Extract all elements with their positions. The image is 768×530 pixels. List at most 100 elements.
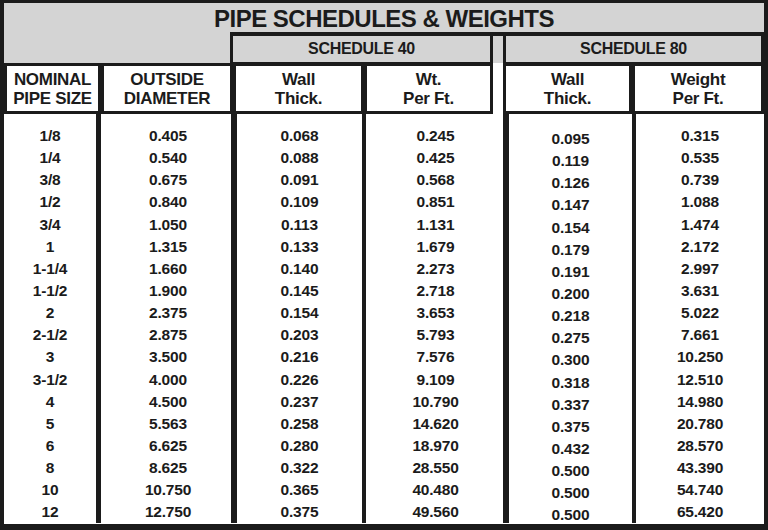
- table-cell: 0.095: [509, 128, 632, 150]
- data-column-sched40-wall-thick: 0.0680.0880.0910.1090.1130.1330.1400.145…: [237, 114, 362, 523]
- table-cell: 0.218: [509, 305, 632, 327]
- table-cell: 14.620: [368, 413, 503, 435]
- column-header-sched80-weight-per-ft: Weight Per Ft.: [632, 63, 764, 114]
- table-cell: 0.675: [105, 169, 231, 191]
- table-cell: 0.203: [237, 324, 362, 346]
- table-cell: 1-1/2: [4, 280, 96, 302]
- table-cell: 1.660: [105, 258, 231, 280]
- table-cell: 2-1/2: [4, 324, 96, 346]
- table-cell: 0.216: [237, 346, 362, 368]
- table-cell: 8: [4, 457, 96, 479]
- pipe-schedule-table: PIPE SCHEDULES & WEIGHTS SCHEDULE 40 SCH…: [0, 0, 768, 530]
- table-cell: 0.851: [368, 191, 503, 213]
- table-cell: 2.997: [636, 258, 764, 280]
- schedule-80-header: SCHEDULE 80: [503, 36, 764, 65]
- table-cell: 3-1/2: [4, 369, 96, 391]
- column-header-line: Wt.: [416, 70, 442, 89]
- table-cell: 8.625: [105, 457, 231, 479]
- table-cell: 1.900: [105, 280, 231, 302]
- table-cell: 9.109: [368, 369, 503, 391]
- table-cell: 4.000: [105, 369, 231, 391]
- data-column-outside-diameter: 0.4050.5400.6750.8401.0501.3151.6601.900…: [105, 114, 231, 523]
- table-cell: 2.172: [636, 236, 764, 258]
- table-cell: 0.322: [237, 457, 362, 479]
- table-cell: 0.154: [237, 302, 362, 324]
- column-header-nominal-pipe-size: NOMINAL PIPE SIZE: [4, 63, 101, 114]
- table-cell: 0.540: [105, 147, 231, 169]
- column-divider: [96, 111, 101, 523]
- table-cell: 0.405: [105, 125, 231, 147]
- table-cell: 3.653: [368, 302, 503, 324]
- column-header-outside-diameter: OUTSIDE DIAMETER: [101, 63, 233, 114]
- table-cell: 49.560: [368, 501, 503, 523]
- column-header-line: OUTSIDE: [130, 70, 203, 89]
- table-cell: 0.245: [368, 125, 503, 147]
- table-cell: 0.739: [636, 169, 764, 191]
- table-cell: 10: [4, 479, 96, 501]
- table-cell: 3/4: [4, 214, 96, 236]
- table-cell: 1.474: [636, 214, 764, 236]
- table-cell: 4: [4, 391, 96, 413]
- column-header-line: Wall: [551, 70, 584, 89]
- table-cell: 5.022: [636, 302, 764, 324]
- table-cell: 1-1/4: [4, 258, 96, 280]
- table-cell: 0.300: [509, 349, 632, 371]
- table-cell: 0.425: [368, 147, 503, 169]
- data-column-sched80-wall-thick: 0.0950.1190.1260.1470.1540.1790.1910.200…: [509, 114, 632, 523]
- table-cell: 0.318: [509, 372, 632, 394]
- table-cell: 12: [4, 501, 96, 523]
- table-cell: 0.133: [237, 236, 362, 258]
- table-cell: 18.970: [368, 435, 503, 457]
- table-cell: 0.191: [509, 261, 632, 283]
- table-cell: 1.050: [105, 214, 231, 236]
- table-cell: 6: [4, 435, 96, 457]
- table-cell: 0.068: [237, 125, 362, 147]
- table-cell: 28.550: [368, 457, 503, 479]
- table-cell: 14.980: [636, 391, 764, 413]
- table-cell: 3: [4, 346, 96, 368]
- table-cell: 0.337: [509, 394, 632, 416]
- table-cell: 6.625: [105, 435, 231, 457]
- table-cell: 0.568: [368, 169, 503, 191]
- table-cell: 3.500: [105, 346, 231, 368]
- table-cell: 1.088: [636, 191, 764, 213]
- table-cell: 10.750: [105, 479, 231, 501]
- column-header-sched80-wall-thick: Wall Thick.: [503, 63, 632, 114]
- table-cell: 0.145: [237, 280, 362, 302]
- column-header-line: Per Ft.: [673, 89, 724, 108]
- column-header-sched40-wall-thick: Wall Thick.: [233, 63, 364, 114]
- table-cell: 0.154: [509, 217, 632, 239]
- table-cell: 0.126: [509, 172, 632, 194]
- column-header-sched40-wt-per-ft: Wt. Per Ft.: [364, 63, 493, 114]
- table-cell: 7.661: [636, 324, 764, 346]
- data-column-sched40-wt-per-ft: 0.2450.4250.5680.8511.1311.6792.2732.718…: [368, 114, 503, 523]
- table-cell: 5.793: [368, 324, 503, 346]
- table-cell: 3/8: [4, 169, 96, 191]
- table-cell: 0.109: [237, 191, 362, 213]
- table-cell: 0.275: [509, 327, 632, 349]
- table-cell: 5: [4, 413, 96, 435]
- data-column-sched80-weight-per-ft: 0.3150.5350.7391.0881.4742.1722.9973.631…: [636, 114, 764, 523]
- table-cell: 2.875: [105, 324, 231, 346]
- table-cell: 1.315: [105, 236, 231, 258]
- table-cell: 0.535: [636, 147, 764, 169]
- table-cell: 1: [4, 236, 96, 258]
- schedule-40-header: SCHEDULE 40: [230, 36, 493, 65]
- table-cell: 20.780: [636, 413, 764, 435]
- table-cell: 4.500: [105, 391, 231, 413]
- table-cell: 0.091: [237, 169, 362, 191]
- table-cell: 43.390: [636, 457, 764, 479]
- column-header-line: Per Ft.: [403, 89, 454, 108]
- table-cell: 0.147: [509, 194, 632, 216]
- column-header-line: Weight: [671, 70, 726, 89]
- table-cell: 5.563: [105, 413, 231, 435]
- table-cell: 0.200: [509, 283, 632, 305]
- column-header-line: Thick.: [275, 89, 322, 108]
- table-cell: 28.570: [636, 435, 764, 457]
- table-cell: 2.273: [368, 258, 503, 280]
- column-header-line: NOMINAL: [14, 70, 91, 89]
- column-header-line: Wall: [282, 70, 315, 89]
- table-cell: 40.480: [368, 479, 503, 501]
- table-cell: 1.679: [368, 236, 503, 258]
- data-column-nominal-pipe-size: 1/81/43/81/23/411-1/41-1/222-1/233-1/245…: [4, 114, 96, 523]
